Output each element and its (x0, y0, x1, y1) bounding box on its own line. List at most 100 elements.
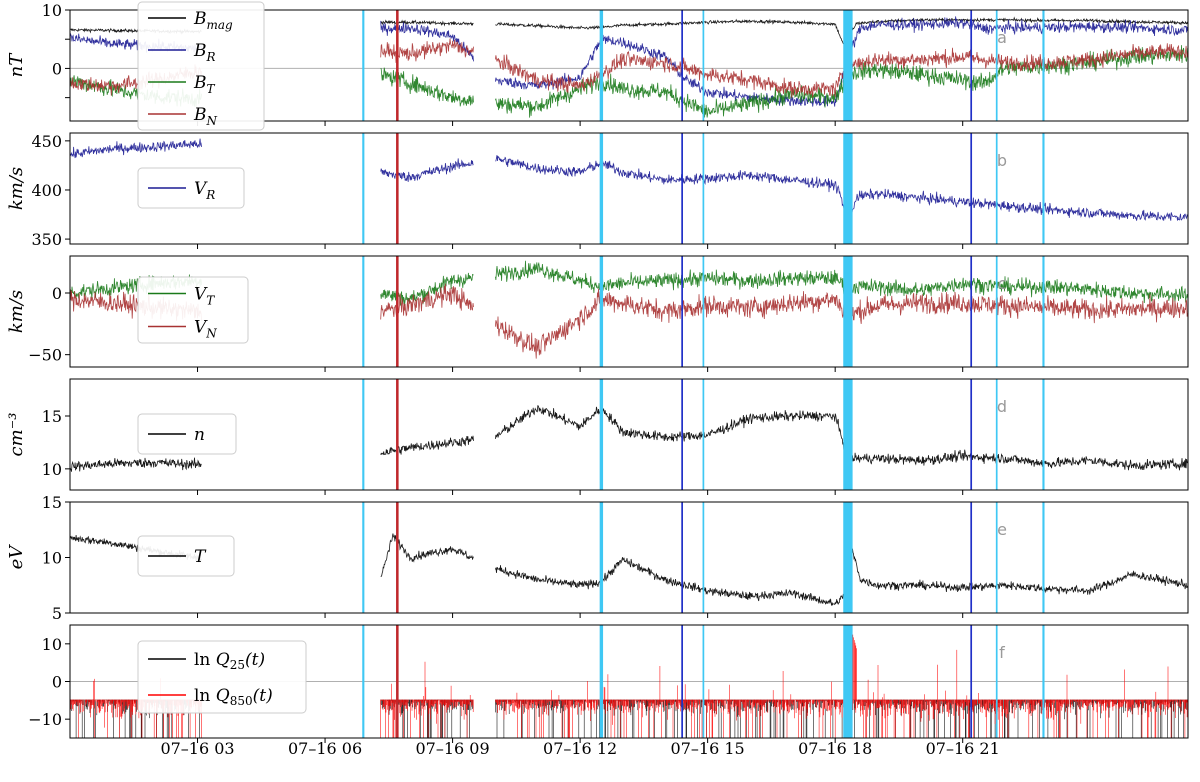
event-marker (843, 625, 853, 738)
event-marker (702, 502, 705, 613)
panel-letter: b (997, 151, 1007, 170)
panel-frame (69, 9, 1189, 122)
panel-e-plot-area (70, 533, 1188, 606)
legend-label: BR (193, 41, 216, 64)
event-marker (843, 133, 853, 244)
panel-letter: d (997, 397, 1007, 416)
event-marker (970, 625, 973, 738)
panel-frame (69, 501, 1189, 614)
y-axis-label: km/s (6, 290, 27, 333)
event-marker (995, 133, 998, 244)
y-tick-label: 0 (52, 59, 62, 78)
legend-label: BN (193, 105, 218, 128)
event-marker (995, 502, 998, 613)
y-tick-label: 0 (52, 673, 62, 692)
panel-letter: f (999, 643, 1005, 662)
y-tick-label: 350 (31, 230, 62, 249)
event-marker (1042, 502, 1045, 613)
event-marker (396, 133, 399, 244)
event-marker (599, 10, 604, 121)
event-marker (970, 10, 973, 121)
x-tick-label: 07–16 09 (415, 739, 489, 758)
event-marker (843, 379, 853, 490)
legend-box (137, 413, 237, 455)
event-marker (362, 625, 365, 738)
legend-label: n (194, 425, 205, 445)
event-marker (1042, 256, 1045, 367)
event-marker (599, 379, 604, 490)
series-t (70, 533, 1188, 606)
event-marker (1042, 133, 1045, 244)
legend-label: BT (193, 73, 216, 96)
y-tick-label: −50 (28, 346, 62, 365)
y-axis-label: nT (6, 52, 27, 78)
legend-label: T (194, 547, 207, 567)
panel-d: 10 15 cm⁻³ d n (6, 378, 1189, 495)
event-marker (396, 625, 399, 738)
event-marker (970, 502, 973, 613)
event-marker (681, 625, 683, 738)
y-tick-label: 5 (52, 604, 62, 623)
legend-label: ln Q850(t) (194, 686, 273, 708)
event-marker (681, 10, 683, 121)
event-marker (995, 256, 998, 367)
event-marker (843, 10, 853, 121)
panel-letter: c (998, 274, 1007, 293)
event-marker (681, 133, 683, 244)
event-marker (681, 502, 683, 613)
event-marker (843, 502, 853, 613)
event-marker (1042, 625, 1045, 738)
y-tick-label: 400 (31, 181, 62, 200)
panel-letter: e (997, 520, 1007, 539)
panel-frame (69, 255, 1189, 368)
event-marker (599, 256, 604, 367)
event-marker (702, 256, 705, 367)
legend-box (137, 1, 265, 131)
event-marker (681, 379, 683, 490)
legend-label: VN (194, 318, 217, 341)
y-tick-label: 15 (42, 493, 62, 512)
panel-e: 5 10 15 eV e T (6, 493, 1189, 623)
y-tick-label: −10 (28, 710, 62, 729)
event-marker (702, 10, 705, 121)
event-marker (362, 133, 365, 244)
y-axis-label: km/s (6, 167, 27, 210)
y-tick-label: 10 (42, 460, 62, 479)
panel-c: −50 0 km/s c VT VN (6, 255, 1189, 372)
y-tick-label: 10 (42, 635, 62, 654)
event-marker (1042, 10, 1045, 121)
y-tick-label: 0 (52, 284, 62, 303)
y-tick-label: 10 (42, 549, 62, 568)
event-marker (702, 379, 705, 490)
y-axis-label: eV (6, 544, 27, 570)
event-marker (396, 10, 399, 121)
panel-a: 0 10 nT a Bmag BR BT BN (6, 1, 1189, 131)
event-marker (995, 10, 998, 121)
panel-d-plot-area (70, 404, 1188, 472)
event-marker (396, 502, 399, 613)
y-tick-label: 15 (42, 407, 62, 426)
event-marker (396, 379, 399, 490)
legend-label: VT (194, 285, 215, 308)
event-marker (362, 379, 365, 490)
event-marker (681, 256, 683, 367)
y-tick-label: 10 (42, 1, 62, 20)
panel-frame (69, 132, 1189, 245)
x-tick-label: 07–16 12 (543, 739, 617, 758)
series-n (70, 404, 1188, 472)
event-marker (702, 625, 705, 738)
y-axis-label: cm⁻³ (6, 413, 27, 457)
event-marker (362, 256, 365, 367)
legend-label: Bmag (193, 9, 233, 32)
legend-label: ln Q25(t) (194, 650, 265, 672)
panel-f: −10 0 10 f ln Q25(t) ln Q850(t) (28, 624, 1189, 743)
y-tick-label: 450 (31, 132, 62, 151)
panel-frame (69, 378, 1189, 491)
event-marker (970, 379, 973, 490)
event-marker (843, 256, 853, 367)
event-marker (1042, 379, 1045, 490)
legend-box (137, 276, 249, 344)
